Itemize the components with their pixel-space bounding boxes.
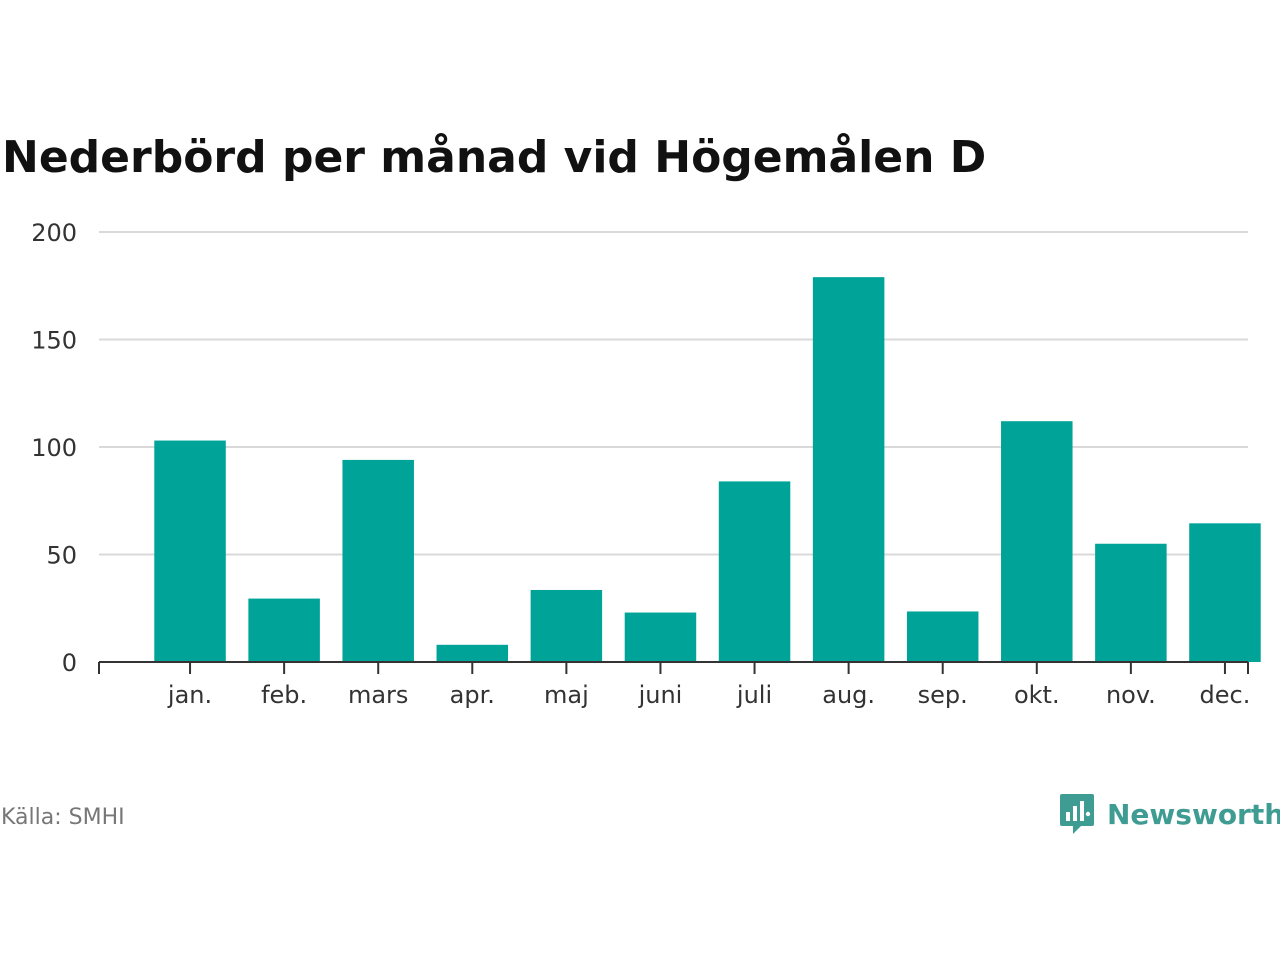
y-axis-ticks: 0 50 100 150 200 (31, 219, 77, 677)
y-tick-label: 150 (31, 327, 77, 355)
x-tick-label: juli (736, 681, 772, 709)
bar-5 (624, 612, 697, 662)
source-note: Källa: SMHI (1, 805, 125, 830)
gridlines (99, 231, 1248, 556)
x-tick-label: sep. (918, 681, 968, 709)
bar-chart-speech-bubble-icon (1060, 794, 1094, 834)
bar-1 (248, 598, 320, 662)
bar-10 (1095, 543, 1167, 662)
brand-logo[interactable]: Newsworthy (1059, 792, 1280, 836)
x-tick-label: feb. (261, 681, 307, 709)
x-tick-label: juni (638, 681, 683, 709)
x-tick-label: dec. (1200, 681, 1251, 709)
x-tick-label: jan. (167, 681, 212, 709)
bar-0 (154, 440, 226, 662)
x-tick-label: aug. (822, 681, 875, 709)
bar-4 (530, 589, 603, 662)
y-tick-label: 200 (31, 219, 77, 247)
bar-11 (1189, 523, 1261, 662)
y-tick-label: 100 (31, 434, 77, 462)
y-tick-label: 50 (46, 542, 77, 570)
x-tick-label: nov. (1106, 681, 1156, 709)
bar-8 (906, 611, 979, 662)
x-axis (98, 661, 1249, 674)
x-tick-label: mars (348, 681, 408, 709)
x-tick-label: apr. (450, 681, 495, 709)
bar-3 (436, 644, 509, 662)
x-axis-ticks: jan. feb. mars apr. maj juni juli aug. sep. okt. n… (167, 662, 1250, 709)
chart-title: Nederbörd per månad vid Högemålen D (2, 132, 987, 183)
bar-7 (812, 277, 885, 662)
brand-name: Newsworthy (1107, 797, 1280, 831)
x-tick-label: maj (544, 681, 589, 709)
bars (154, 277, 1261, 662)
x-tick-label: okt. (1014, 681, 1060, 709)
bar-6 (718, 481, 791, 662)
y-tick-label: 0 (62, 649, 77, 677)
bar-9 (1001, 421, 1073, 662)
bar-2 (342, 459, 414, 662)
